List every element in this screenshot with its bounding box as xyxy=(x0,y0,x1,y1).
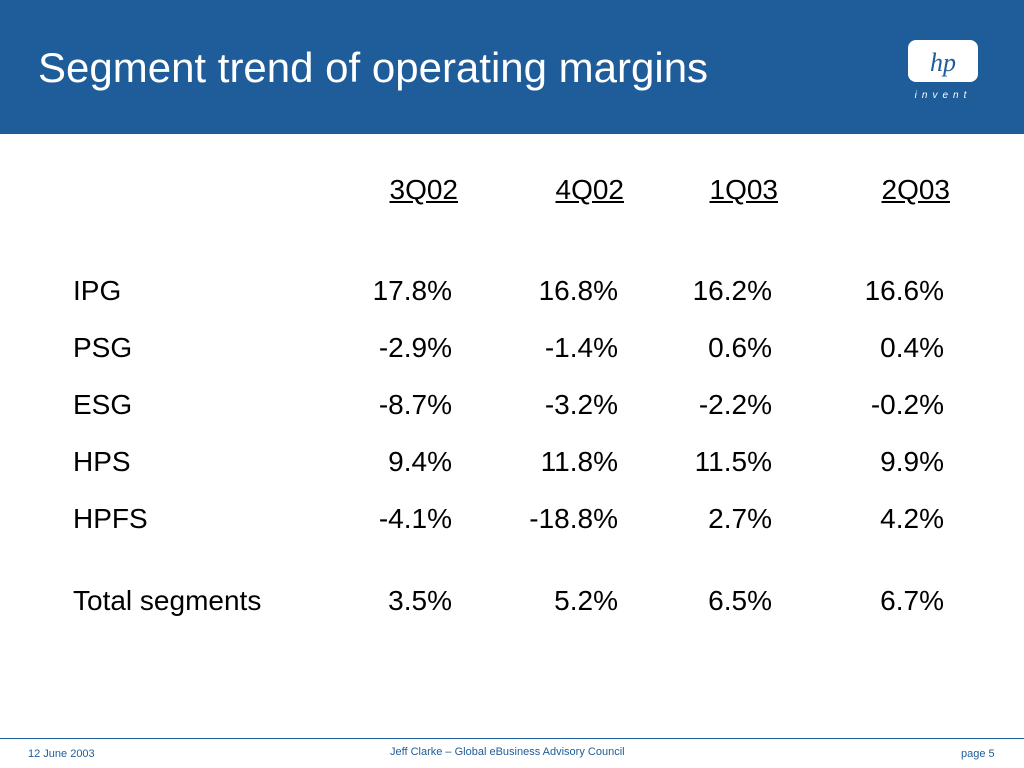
table-cell: 0.6% xyxy=(708,332,772,363)
row-label: HPFS xyxy=(73,503,148,534)
table-cell: -2.2% xyxy=(698,389,772,420)
footer-date: 12 June 2003 xyxy=(28,748,95,760)
table-cell: 5.2% xyxy=(554,585,618,616)
table-cell: -18.8% xyxy=(529,503,618,534)
column-header: 3Q02 xyxy=(389,174,459,205)
row-label: HPS xyxy=(73,446,131,477)
footer-page-number: page 5 xyxy=(961,748,995,760)
footer-presenter: Jeff Clarke – Global eBusiness Advisory … xyxy=(390,746,625,758)
table-cell: 6.5% xyxy=(708,585,772,616)
slide-header: Segment trend of operating margins hp in… xyxy=(0,0,1024,134)
footer-divider xyxy=(0,738,1024,739)
table-cell: -1.4% xyxy=(544,332,618,363)
column-header: 4Q02 xyxy=(555,174,625,205)
table-cell: 9.4% xyxy=(388,446,452,477)
table-cell: -4.1% xyxy=(378,503,452,534)
table-cell: 16.6% xyxy=(864,275,944,306)
table-cell: 16.8% xyxy=(538,275,618,306)
row-label: IPG xyxy=(73,275,122,306)
table-cell: 6.7% xyxy=(880,585,944,616)
table-cell: -0.2% xyxy=(870,389,944,420)
table-cell: -2.9% xyxy=(378,332,452,363)
hp-logo-icon: hp invent xyxy=(908,40,978,101)
table-cell: 9.9% xyxy=(880,446,944,477)
logo-tagline: invent xyxy=(915,90,972,101)
table-cell: 16.2% xyxy=(692,275,772,306)
table-cell: -3.2% xyxy=(544,389,618,420)
slide-title: Segment trend of operating margins xyxy=(38,44,709,91)
table-cell: 2.7% xyxy=(708,503,772,534)
table-cell: 4.2% xyxy=(880,503,944,534)
table-cell: -8.7% xyxy=(378,389,452,420)
logo-mark: hp xyxy=(930,48,956,77)
table-cell: 11.5% xyxy=(694,446,772,477)
table-cell: 3.5% xyxy=(388,585,452,616)
row-label: Total segments xyxy=(73,585,262,616)
column-header: 1Q03 xyxy=(709,174,779,205)
table-cell: 11.8% xyxy=(540,446,618,477)
row-label: ESG xyxy=(73,389,133,420)
table-cell: 0.4% xyxy=(880,332,944,363)
row-label: PSG xyxy=(73,332,133,363)
column-header: 2Q03 xyxy=(881,174,951,205)
table-cell: 17.8% xyxy=(372,275,452,306)
